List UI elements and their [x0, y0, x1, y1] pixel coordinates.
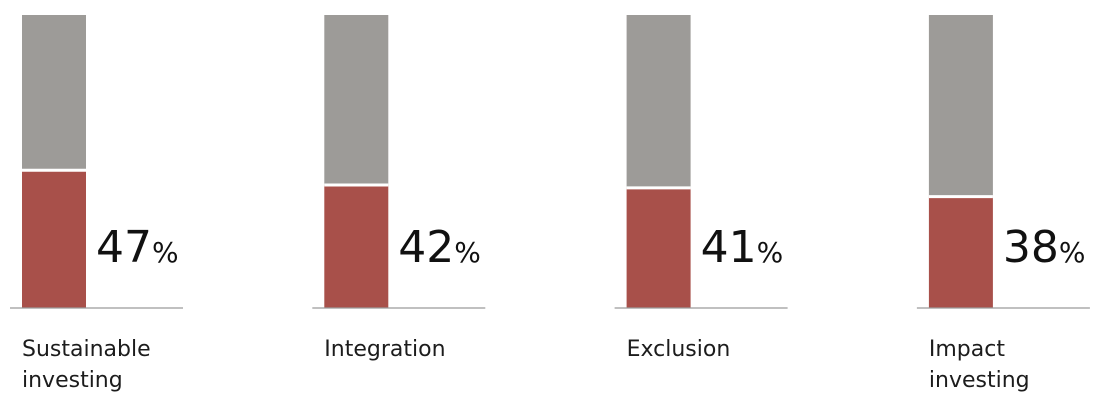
bar-segment	[324, 184, 389, 308]
bar-segment	[22, 170, 86, 308]
value-number: 38	[1003, 222, 1059, 273]
value-unit: %	[454, 236, 481, 269]
value-number: 41	[701, 222, 757, 273]
value-number: 42	[398, 222, 454, 273]
category-label: Exclusion	[626, 337, 731, 362]
value-label: 41%	[701, 222, 784, 273]
value-unit: %	[1059, 236, 1086, 269]
value-label: 47%	[96, 222, 179, 273]
value-number: 47	[96, 222, 152, 273]
category-label: Integration	[324, 337, 446, 362]
bar-segment	[22, 15, 86, 171]
bar-segment	[928, 15, 993, 197]
bar-segment	[324, 15, 389, 185]
category-label: Sustainable investing	[22, 337, 151, 393]
value-label: 42%	[398, 222, 481, 273]
value-unit: %	[152, 236, 179, 269]
category-label: Impact investing	[928, 337, 1030, 393]
bar-segment	[928, 196, 993, 308]
bar-segment	[626, 15, 691, 188]
bar-segment	[626, 187, 691, 308]
value-label: 38%	[1003, 222, 1086, 273]
value-unit: %	[757, 236, 784, 269]
